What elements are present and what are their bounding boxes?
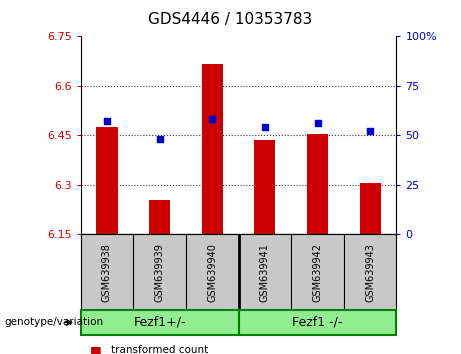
Bar xyxy=(254,140,275,234)
Point xyxy=(208,116,216,122)
Text: GSM639943: GSM639943 xyxy=(365,243,375,302)
Text: GSM639939: GSM639939 xyxy=(154,243,165,302)
Text: GDS4446 / 10353783: GDS4446 / 10353783 xyxy=(148,12,313,27)
Point xyxy=(103,119,111,124)
Text: transformed count: transformed count xyxy=(111,346,208,354)
Text: GSM639938: GSM639938 xyxy=(102,243,112,302)
Point xyxy=(366,129,374,134)
Bar xyxy=(96,127,118,234)
Text: Fezf1+/-: Fezf1+/- xyxy=(133,316,186,329)
Point xyxy=(261,125,269,130)
Text: GSM639942: GSM639942 xyxy=(313,243,323,302)
Bar xyxy=(202,64,223,234)
Text: GSM639940: GSM639940 xyxy=(207,243,217,302)
Text: Fezf1 -/-: Fezf1 -/- xyxy=(292,316,343,329)
Point xyxy=(314,120,321,126)
Text: ■: ■ xyxy=(90,344,101,354)
Text: GSM639941: GSM639941 xyxy=(260,243,270,302)
Bar xyxy=(307,133,328,234)
Bar xyxy=(149,200,170,234)
Point xyxy=(156,136,163,142)
Text: genotype/variation: genotype/variation xyxy=(5,318,104,327)
Bar xyxy=(360,183,381,234)
